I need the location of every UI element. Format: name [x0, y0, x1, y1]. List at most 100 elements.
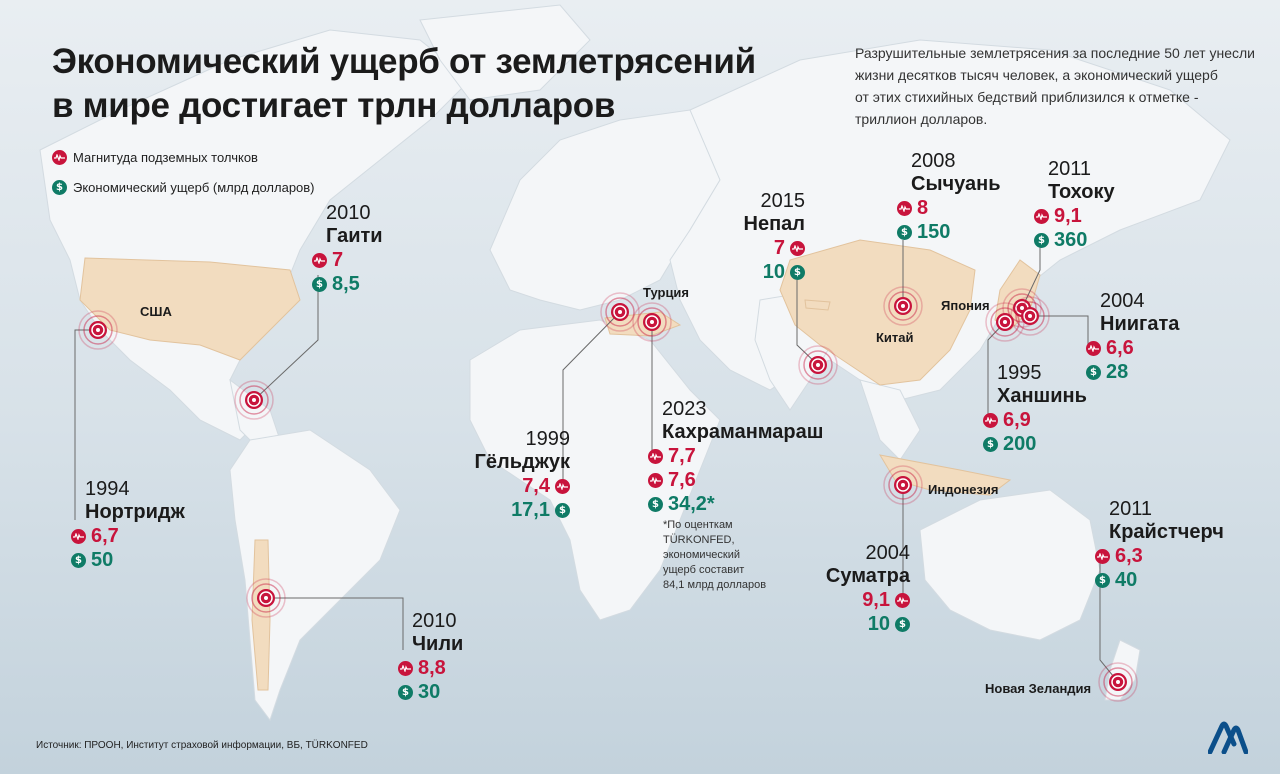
quake-year: 2008 [911, 150, 956, 172]
haiti-connector [253, 275, 319, 401]
intro-text: Разрушительные землетрясения за последни… [855, 42, 1270, 130]
page-title: Экономический ущерб от землетрясений в м… [52, 40, 756, 128]
quake-magnitude: 9,1 [1054, 205, 1082, 227]
seismograph-icon [1086, 340, 1101, 356]
legend-damage-label: Экономический ущерб (млрд долларов) [73, 180, 315, 195]
quake-year: 2015 [760, 190, 806, 212]
quake-year: 2004 [865, 542, 911, 564]
dollar-icon: $ [52, 180, 67, 195]
source-note: Источник: ПРООН, Институт страховой инфо… [36, 740, 368, 751]
quake-magnitude: 9,1 [862, 589, 890, 611]
south-america-landmass [229, 429, 401, 722]
quake-niigata: 2004 Ниигата 6,6 $28 [1086, 290, 1179, 384]
golcuk-connector [562, 311, 621, 490]
seismograph-icon [52, 150, 67, 165]
usa-highlight [79, 257, 301, 361]
quake-damage: 34,2* [668, 493, 715, 515]
quake-magnitude-2: 7,6 [668, 469, 696, 491]
aa-logo [1208, 721, 1248, 754]
quake-year: 1999 [525, 428, 571, 450]
quake-name: Суматра [825, 565, 910, 587]
quake-northridge: 1994 Нортридж 6,7 $50 [71, 478, 185, 572]
seismograph-icon [790, 240, 805, 256]
epicenter-ring-icon [985, 302, 1025, 342]
intro-line-1: Разрушительные землетрясения за последни… [855, 45, 1255, 61]
country-label-china: Китай [876, 330, 914, 345]
quake-damage: 200 [1003, 433, 1037, 455]
niigata-connector [1030, 315, 1089, 345]
quake-name: Тохоку [1048, 181, 1115, 203]
greenland-landmass [419, 4, 591, 101]
quake-damage: 50 [91, 549, 114, 571]
dollar-icon: $ [1086, 364, 1101, 380]
africa-landmass [469, 319, 721, 621]
intro-line-3: от этих стихийных бедствий приблизился к… [855, 89, 1199, 105]
quake-name: Гаити [326, 225, 383, 247]
epicenter-ring-icon [883, 286, 923, 326]
seismograph-icon [1034, 208, 1049, 224]
seismograph-icon [648, 448, 663, 464]
quake-magnitude: 6,3 [1115, 545, 1143, 567]
title-line-2: в мире достигает трлн долларов [52, 86, 616, 125]
country-label-japan: Япония [941, 298, 990, 313]
quake-magnitude: 7 [332, 249, 344, 271]
epicenter-ring-icon [883, 465, 923, 505]
quake-tohoku: 2011 Тохоку 9,1 $360 [1034, 158, 1115, 252]
title-line-1: Экономический ущерб от землетрясений [52, 42, 756, 81]
legend-magnitude: Магнитуда подземных толчков [52, 150, 258, 165]
country-label-new-zealand: Новая Зеландия [985, 681, 1092, 696]
seismograph-icon [1095, 548, 1110, 564]
quake-kahramanmaras: 2023 Кахраманмараш 7,7 7,6 $34,2* [648, 398, 823, 516]
quake-damage: 8,5 [332, 273, 360, 295]
quake-hanshin: 1995 Ханшинь 6,9 $200 [983, 362, 1087, 456]
quake-name: Чили [412, 633, 464, 655]
quake-damage: 17,1 [511, 499, 550, 521]
country-label-indonesia: Индонезия [928, 482, 999, 497]
footnote-line-2: TÜRKONFED, [663, 534, 735, 546]
intro-line-4: триллион долларов. [855, 111, 988, 127]
seismograph-icon [555, 478, 570, 494]
quake-magnitude: 6,6 [1106, 337, 1134, 359]
china-highlight [779, 239, 976, 386]
epicenter-ring-icon [632, 302, 672, 342]
quake-damage: 40 [1115, 569, 1138, 591]
quake-chile: 2010 Чили 8,8 $30 [398, 610, 464, 704]
chile-connector [266, 597, 404, 650]
legend-damage: $ Экономический ущерб (млрд долларов) [52, 180, 315, 195]
epicenter-ring-icon [246, 578, 286, 618]
australia-landmass [919, 489, 1101, 641]
footnote-line-4: ущерб составит [663, 564, 745, 576]
quake-year: 2010 [412, 610, 457, 632]
epicenter-ring-icon [1010, 296, 1050, 336]
quake-damage: 150 [917, 221, 951, 243]
quake-name: Сычуань [911, 173, 1001, 195]
dollar-icon: $ [648, 496, 663, 512]
quake-damage: 10 [867, 613, 890, 635]
dollar-icon: $ [398, 684, 413, 700]
footnote-line-1: *По оценткам [663, 519, 733, 531]
quake-damage: 360 [1054, 229, 1088, 251]
quake-magnitude: 7,4 [522, 475, 550, 497]
quake-sichuan: 2008 Сычуань 8 $150 [897, 150, 1001, 244]
quake-magnitude: 6,7 [91, 525, 119, 547]
dollar-icon: $ [555, 502, 570, 518]
legend-magnitude-label: Магнитуда подземных толчков [73, 150, 258, 165]
seismograph-icon [983, 412, 998, 428]
quake-year: 2023 [662, 398, 707, 420]
quake-year: 1994 [85, 478, 130, 500]
seismograph-icon [648, 472, 663, 488]
dollar-icon: $ [312, 276, 327, 292]
country-label-usa: США [140, 304, 172, 319]
quake-year: 1995 [997, 362, 1042, 384]
christchurch-connector [1099, 555, 1119, 683]
epicenter-ring-icon [234, 380, 274, 420]
epicenter-ring-icon [600, 292, 640, 332]
quake-name: Крайстчерч [1109, 521, 1224, 543]
dollar-icon: $ [71, 552, 86, 568]
dollar-icon: $ [1034, 232, 1049, 248]
seismograph-icon [312, 252, 327, 268]
quake-year: 2010 [326, 202, 371, 224]
nepal-highlight [804, 299, 831, 311]
quake-year: 2011 [1048, 158, 1092, 180]
